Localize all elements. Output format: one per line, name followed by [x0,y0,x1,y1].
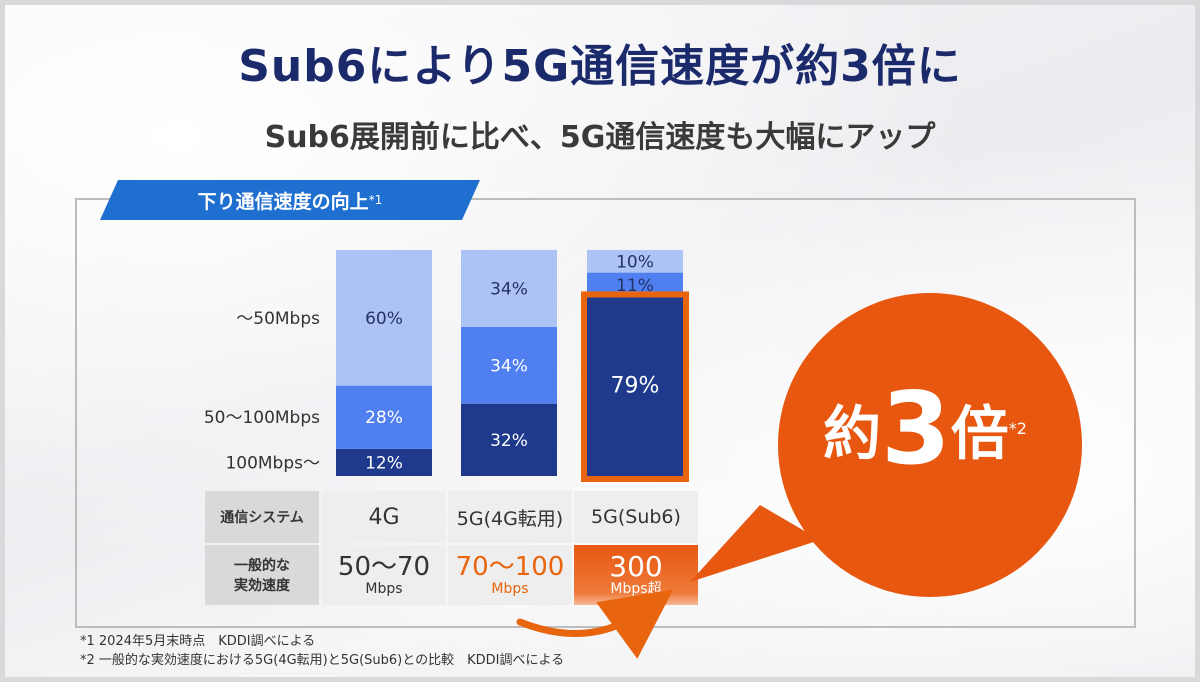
data-label-2-1: 11% [616,276,654,296]
data-label-0-1: 28% [365,408,403,428]
bar-0-1 [336,385,432,449]
data-label-1-1: 34% [490,356,528,376]
series-label-2: 〜50Mbps [236,309,320,329]
speed-4g-unit: Mbps [365,581,403,597]
system-5g-4g-tenyo: 5G(4G転用) [448,491,572,543]
series-label-1: 50〜100Mbps [204,408,320,428]
data-label-2-0: 79% [611,374,660,399]
row-header-speed: 一般的な 実効速度 [205,545,319,605]
page-title: Sub6により5G通信速度が約3倍に [238,41,962,92]
bottom-edge [0,677,1200,682]
speed-5g-4g-tenyo: 70〜100 Mbps [448,545,572,605]
callout-note: *2 [1008,419,1027,438]
speed-5g-sub6-value: 300 [609,550,663,583]
footnote-2: *2 一般的な実効速度における5G(4G転用)と5G(Sub6)との比較 KDD… [80,653,565,668]
ribbon-note: *1 [368,193,383,207]
callout-circle [778,293,1082,597]
bar-0-2 [336,250,432,386]
bar-1-2 [461,250,557,327]
callout-text: 約3倍*2 [770,370,1080,487]
data-label-1-0: 32% [490,431,528,451]
comparison-arrow [516,589,674,659]
row-header-system: 通信システム [205,491,319,543]
speed-4g: 50〜70 Mbps [322,545,446,605]
callout-pointer [690,505,820,582]
page-subtitle: Sub6展開前に比べ、5G通信速度も大幅にアップ [264,120,936,155]
system-5g-sub6: 5G(Sub6) [574,491,698,543]
bar-1-0 [461,403,557,476]
data-label-0-0: 12% [365,453,403,473]
callout-prefix: 約 [823,399,882,468]
bar-2-0 [587,297,683,476]
bar-1-1 [461,326,557,404]
data-label-1-2: 34% [490,279,528,299]
system-4g: 4G [322,491,446,543]
bar-2-2 [587,250,683,273]
series-label-0: 100Mbps〜 [225,453,320,473]
data-label-2-2: 10% [616,252,654,272]
left-edge [0,0,5,682]
callout-suffix: 倍 [950,399,1009,468]
speed-5g-4g-tenyo-value: 70〜100 [455,552,565,582]
right-edge [1195,0,1200,682]
footnotes: *1 2024年5月末時点 KDDI調べによる *2 一般的な実効速度における5… [80,632,564,670]
bar-0-0 [336,448,432,476]
highlight-outline [581,291,689,482]
callout-number: 3 [881,370,951,487]
section-ribbon: 下り通信速度の向上 *1 [100,180,480,220]
speed-5g-sub6: 300 Mbps超 [574,545,698,605]
ribbon-label: 下り通信速度の向上 [197,190,369,213]
data-label-0-2: 60% [365,309,403,329]
top-edge [0,0,1200,5]
speed-5g-4g-tenyo-unit: Mbps [491,581,529,597]
speed-4g-value: 50〜70 [337,552,431,582]
footnote-1: *1 2024年5月末時点 KDDI調べによる [80,634,316,649]
